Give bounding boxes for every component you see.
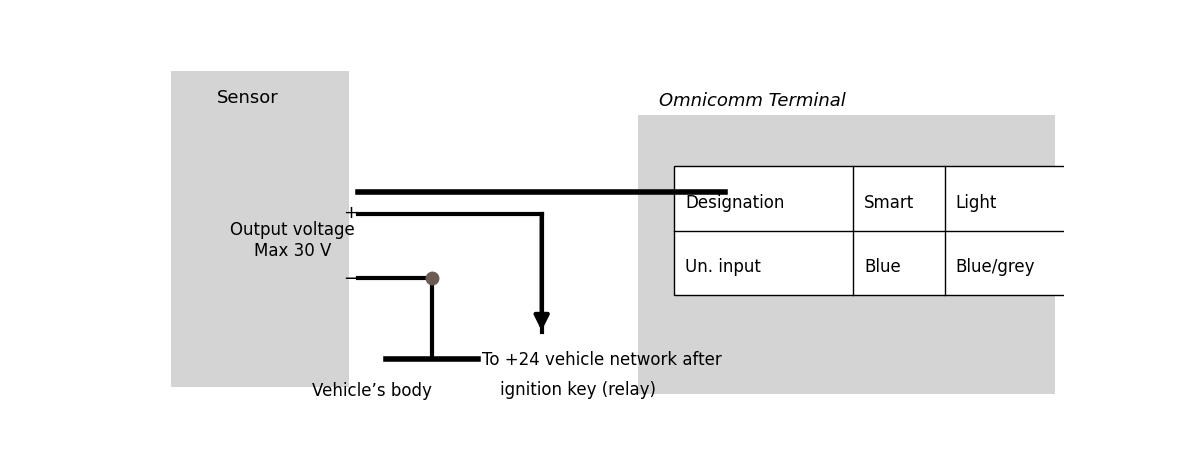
Text: Designation: Designation xyxy=(686,193,785,211)
Text: Output voltage
Max 30 V: Output voltage Max 30 V xyxy=(230,221,355,260)
Text: Sensor: Sensor xyxy=(216,89,278,107)
Text: Vehicle’s body: Vehicle’s body xyxy=(312,382,433,400)
Text: ignition key (relay): ignition key (relay) xyxy=(500,380,656,398)
Text: Blue/grey: Blue/grey xyxy=(956,258,1035,276)
Bar xyxy=(638,116,1054,394)
Text: Smart: Smart xyxy=(864,193,915,211)
Text: Blue: Blue xyxy=(864,258,901,276)
Text: +: + xyxy=(344,204,358,222)
Text: To +24 vehicle network after: To +24 vehicle network after xyxy=(482,350,722,368)
Bar xyxy=(170,72,350,387)
Text: Un. input: Un. input xyxy=(686,258,761,276)
Bar xyxy=(675,167,1078,295)
Text: Light: Light xyxy=(956,193,998,211)
Text: Omnicomm Terminal: Omnicomm Terminal xyxy=(660,92,845,110)
Text: −: − xyxy=(344,270,358,288)
